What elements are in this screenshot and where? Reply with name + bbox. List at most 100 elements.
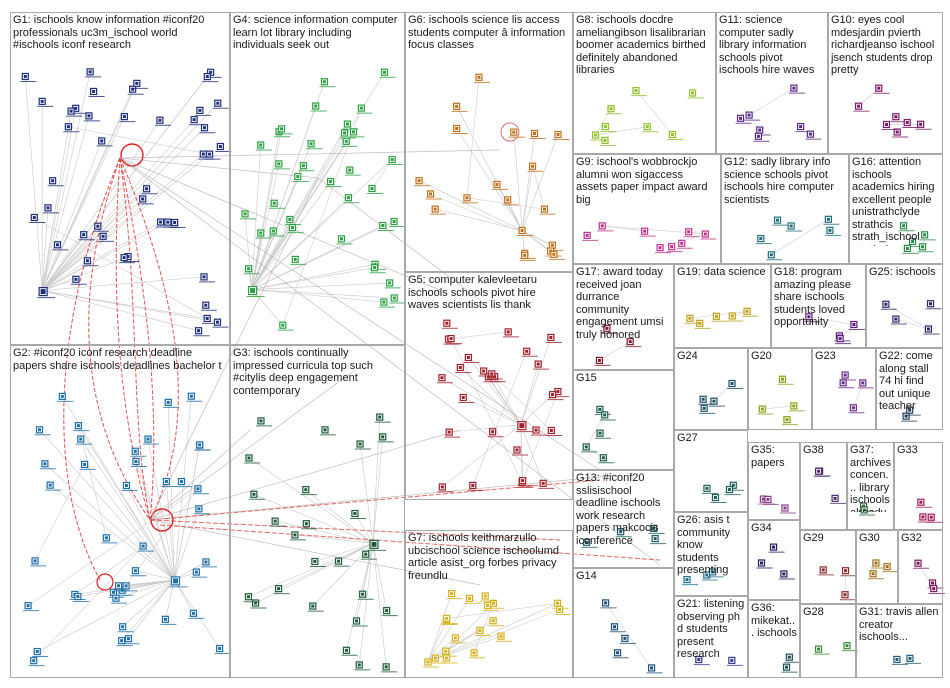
edge — [762, 405, 794, 410]
node-fill — [252, 492, 256, 496]
edge — [635, 90, 673, 135]
node-fill — [126, 637, 130, 641]
group-panel-g23 — [812, 348, 876, 430]
edge — [251, 227, 293, 290]
node-fill — [789, 224, 793, 228]
node-fill — [370, 187, 374, 191]
node-fill — [490, 372, 494, 376]
group-label: G16: attention ischools academics hiring… — [852, 156, 935, 246]
node-fill — [314, 104, 318, 108]
edge — [520, 424, 544, 484]
edge — [494, 376, 552, 431]
group-label: G26: asis t community know students pres… — [677, 514, 744, 578]
node-fill — [828, 228, 832, 232]
node-fill — [584, 445, 588, 449]
inter-group-edge — [149, 429, 251, 521]
edge — [314, 543, 374, 562]
node-fill — [23, 74, 27, 78]
group-label: G11: science computer sadly library info… — [719, 14, 815, 76]
node-fill — [197, 329, 201, 333]
node-fill — [32, 659, 36, 663]
node-fill — [205, 316, 209, 320]
node-fill — [166, 400, 170, 404]
node-fill — [495, 182, 499, 186]
node-fill — [843, 593, 847, 597]
node-fill — [923, 233, 927, 237]
edge — [41, 226, 99, 291]
node-fill — [141, 544, 145, 548]
node-fill — [904, 414, 908, 418]
node-fill — [440, 376, 444, 380]
node-fill — [382, 300, 386, 304]
group-panel-g29 — [800, 530, 856, 604]
node-fill — [455, 104, 459, 108]
node-fill — [558, 607, 562, 611]
node-fill — [851, 406, 855, 410]
group-label: G1: ischools know information #iconf20 p… — [13, 14, 205, 51]
node-fill — [390, 158, 394, 162]
node-fill — [785, 665, 789, 669]
node-fill — [122, 115, 126, 119]
node-fill — [134, 459, 138, 463]
edge — [427, 635, 502, 663]
node-fill — [218, 647, 222, 651]
edge — [496, 184, 523, 231]
edge — [844, 570, 846, 595]
node-fill — [841, 381, 845, 385]
edge — [356, 543, 374, 622]
group-panel-g14 — [573, 568, 674, 678]
edge — [27, 488, 199, 606]
node-fill — [384, 665, 388, 669]
node-fill — [491, 619, 495, 623]
group-label: G24 — [677, 350, 698, 362]
edge — [251, 282, 390, 290]
node-fill — [69, 109, 73, 113]
edge — [446, 602, 558, 619]
edge — [251, 225, 383, 290]
node-fill — [713, 496, 717, 500]
node-fill — [821, 568, 825, 572]
edge — [251, 131, 280, 290]
node-fill — [40, 99, 44, 103]
node-fill — [845, 644, 849, 648]
node-fill — [166, 220, 170, 224]
node-fill — [772, 545, 776, 549]
node-fill — [491, 601, 495, 605]
node-fill — [905, 121, 909, 125]
node-fill — [259, 143, 263, 147]
node-fill — [932, 587, 936, 591]
node-fill — [929, 515, 933, 519]
edge — [251, 289, 395, 299]
edge — [430, 193, 553, 246]
edge — [305, 489, 374, 544]
node-fill — [192, 118, 196, 122]
node-fill — [449, 337, 453, 341]
node-fill — [304, 488, 308, 492]
node-fill — [273, 519, 277, 523]
group-panel-g11 — [716, 12, 828, 154]
node-fill — [254, 601, 258, 605]
inter-group-edge — [149, 429, 461, 521]
edge — [68, 126, 210, 155]
self-loop — [500, 122, 520, 142]
node-fill — [525, 349, 529, 353]
node-fill — [792, 404, 796, 408]
group-label: G14 — [576, 570, 597, 582]
node-fill — [852, 323, 856, 327]
group-panel-g3 — [230, 345, 405, 678]
inter-group-edge — [119, 157, 319, 179]
node-fill — [381, 435, 385, 439]
node-fill — [243, 212, 247, 216]
group-label: G15 — [576, 372, 597, 384]
node-fill — [541, 481, 545, 485]
node-fill — [884, 302, 888, 306]
edge — [521, 166, 533, 231]
node-fill — [426, 660, 430, 664]
node-fill — [433, 656, 437, 660]
node-fill — [826, 217, 830, 221]
node-fill — [378, 415, 382, 419]
group-panel-g10 — [828, 12, 943, 154]
edge — [166, 481, 175, 580]
node-fill — [46, 206, 50, 210]
edge — [42, 290, 208, 319]
